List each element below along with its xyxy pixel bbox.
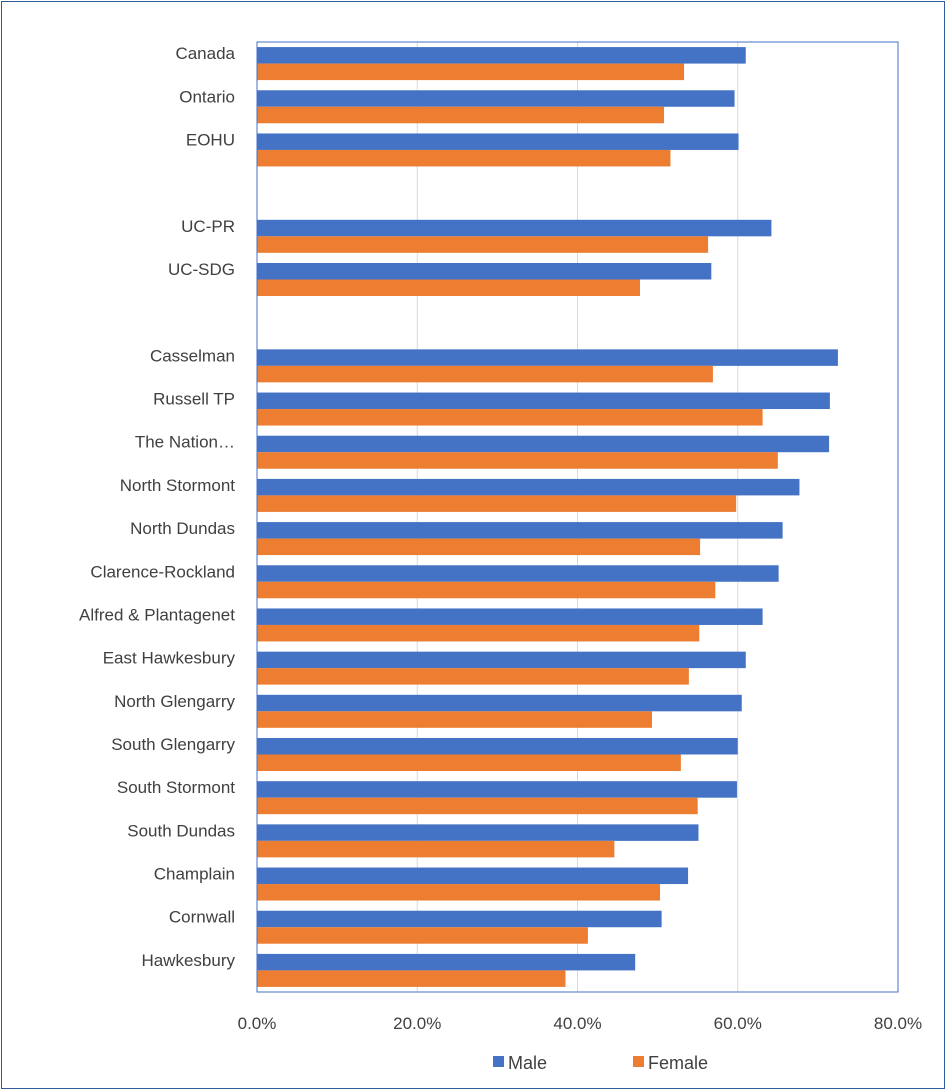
plot-area-border — [256, 41, 899, 993]
category-label: Cornwall — [169, 908, 235, 927]
bar-male — [257, 522, 783, 539]
bar-female — [257, 495, 737, 512]
category-label: Ontario — [179, 87, 235, 106]
legend-female-label: Female — [648, 1053, 708, 1073]
bar-female — [257, 581, 716, 599]
bar-female — [257, 797, 698, 815]
legend: Male Female — [493, 1053, 708, 1073]
bar-female — [257, 106, 665, 124]
x-tick-label: 60.0% — [714, 1014, 762, 1033]
bar-female — [257, 840, 615, 858]
bar-male — [257, 781, 737, 798]
bar-female — [257, 927, 588, 944]
bar-male — [257, 349, 838, 366]
category-label: South Stormont — [117, 778, 235, 797]
bar-female — [257, 970, 566, 987]
bar-male — [257, 824, 699, 841]
bar-male — [257, 608, 763, 625]
category-label: East Hawkesbury — [103, 649, 236, 668]
category-label: UC-PR — [181, 217, 235, 236]
bar-female — [257, 279, 640, 296]
category-label: The Nation… — [135, 433, 235, 452]
bar-male — [257, 478, 800, 496]
category-label: Canada — [175, 44, 235, 63]
bar-female — [257, 538, 701, 556]
bar-female — [257, 63, 685, 81]
x-tick-label: 0.0% — [238, 1014, 277, 1033]
bar-male — [257, 565, 779, 582]
bar-male — [257, 133, 739, 150]
x-tick-label: 40.0% — [553, 1014, 601, 1033]
bars — [257, 47, 838, 987]
category-label: Hawkesbury — [141, 951, 235, 970]
bar-male — [257, 953, 636, 971]
legend-female-swatch — [633, 1056, 644, 1067]
bar-male — [257, 90, 735, 107]
bar-female — [257, 624, 700, 642]
bar-male — [257, 867, 689, 885]
x-tick-label: 80.0% — [874, 1014, 922, 1033]
x-axis-tick-labels: 0.0% 20.0% 40.0% 60.0% 80.0% — [238, 1014, 922, 1033]
bar-female — [257, 754, 681, 771]
category-label: North Stormont — [120, 476, 236, 495]
bar-male — [257, 738, 738, 755]
bar-male — [257, 47, 746, 64]
bar-female — [257, 668, 689, 685]
bar-male — [257, 435, 830, 453]
bar-female — [257, 711, 653, 728]
category-label: UC-SDG — [168, 260, 235, 279]
category-label: South Glengarry — [111, 735, 235, 754]
legend-male-swatch — [493, 1056, 504, 1067]
bar-female — [257, 149, 671, 167]
bar-male — [257, 910, 662, 928]
bar-male — [257, 263, 712, 280]
category-label: Casselman — [150, 346, 235, 365]
bar-female — [257, 452, 778, 469]
category-label: EOHU — [186, 130, 235, 149]
category-labels: Canada Ontario EOHU UC-PR UC-SDG Casselman Rus… — [79, 44, 235, 970]
bar-male — [257, 694, 742, 712]
x-tick-label: 20.0% — [393, 1014, 441, 1033]
category-label: North Dundas — [130, 519, 235, 538]
bar-female — [257, 365, 713, 383]
bar-female — [257, 409, 763, 426]
bar-male — [257, 651, 746, 669]
bar-male — [257, 392, 830, 410]
bar-female — [257, 236, 709, 253]
category-label: Champlain — [154, 865, 235, 884]
category-label: Russell TP — [153, 390, 235, 409]
legend-male-label: Male — [508, 1053, 547, 1073]
category-label: North Glengarry — [114, 692, 235, 711]
category-label: Clarence-Rockland — [90, 562, 235, 581]
category-label: South Dundas — [127, 821, 235, 840]
bar-male — [257, 219, 772, 237]
bar-female — [257, 884, 661, 901]
category-label: Alfred & Plantagenet — [79, 605, 235, 624]
